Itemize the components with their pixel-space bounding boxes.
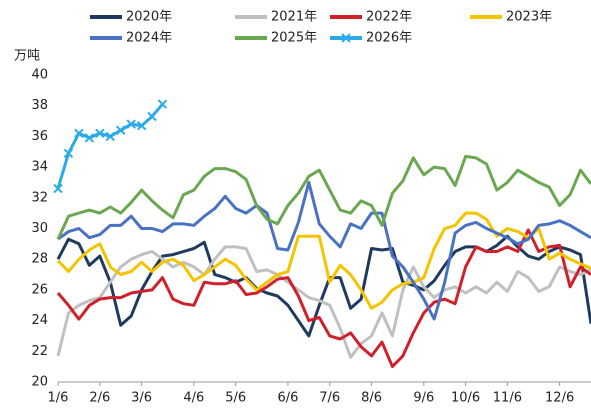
x-tick-label: 7/6: [319, 391, 340, 406]
point-marker: [95, 128, 105, 139]
x-tick-label: 8/6: [361, 391, 382, 406]
y-tick-label: 34: [31, 160, 48, 175]
point-marker: [105, 131, 115, 142]
x-tick-label: 12/6: [545, 391, 574, 406]
y-tick-label: 26: [31, 282, 48, 297]
x-tick-label: 3/6: [131, 391, 152, 406]
series-line: [56, 245, 591, 359]
series-line: [56, 234, 591, 338]
point-marker: [74, 128, 84, 139]
point-marker: [147, 111, 157, 122]
y-tick-label: 28: [31, 252, 48, 267]
x-tick-label: 11/6: [493, 391, 522, 406]
x-tick-label: 10/6: [451, 391, 480, 406]
y-tick-label: 22: [31, 344, 48, 359]
y-tick-label: 38: [31, 98, 48, 113]
y-tick-label: 32: [31, 190, 48, 205]
series-line: [56, 103, 164, 190]
y-tick-label: 24: [31, 313, 48, 328]
series-line: [56, 228, 591, 369]
series-line: [56, 154, 591, 240]
point-marker: [84, 133, 95, 143]
legend-label: 2020年: [126, 10, 172, 25]
point-marker: [126, 119, 136, 129]
y-tick-label: 20: [31, 375, 48, 390]
point-marker: [157, 99, 168, 109]
legend-label: 2026年: [366, 31, 412, 46]
point-marker: [63, 148, 74, 158]
x-tick-label: 1/6: [48, 391, 69, 406]
y-tick-label: 36: [31, 129, 48, 144]
y-axis-label: 万吨: [14, 49, 40, 64]
legend-marker: [341, 33, 351, 43]
x-tick-label: 5/6: [225, 391, 246, 406]
y-tick-label: 40: [31, 68, 48, 83]
legend-label: 2021年: [271, 10, 317, 25]
legend-label: 2025年: [271, 31, 317, 46]
legend-label: 2023年: [506, 10, 552, 25]
legend-label: 2024年: [126, 31, 172, 46]
series-line: [57, 180, 591, 321]
point-marker: [53, 183, 63, 194]
y-tick-label: 30: [31, 221, 48, 236]
point-marker: [115, 125, 126, 135]
x-tick-label: 2/6: [89, 391, 110, 406]
legend-label: 2022年: [366, 10, 412, 25]
x-tick-label: 4/6: [183, 391, 204, 406]
x-tick-label: 9/6: [413, 391, 434, 406]
point-marker: [136, 120, 147, 131]
series-line: [56, 211, 591, 310]
x-tick-label: 6/6: [277, 391, 298, 406]
